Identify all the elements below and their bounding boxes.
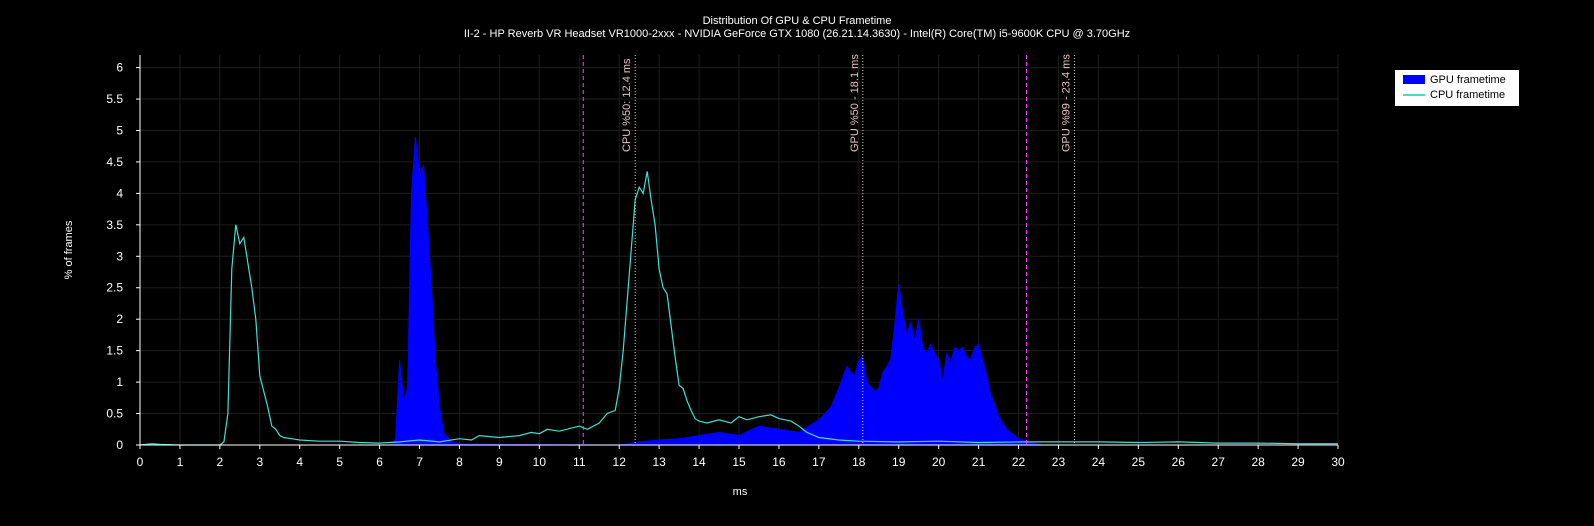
x-tick-label: 20 <box>932 455 946 469</box>
x-tick-label: 10 <box>533 455 547 469</box>
y-tick-label: 3 <box>116 249 123 263</box>
annotation-label: GPU %99 - 23.4 ms <box>1060 54 1072 152</box>
series-layer <box>139 136 1338 446</box>
x-tick-label: 27 <box>1212 455 1226 469</box>
y-tick-label: 1 <box>116 375 123 389</box>
x-tick-label: 4 <box>296 455 303 469</box>
y-tick-label: 6 <box>116 61 123 75</box>
y-tick-label: 3.5 <box>106 218 123 232</box>
y-tick-labels: 0 0.5 1 1.5 2 2.5 3 3.5 4 4.5 5 5.5 6 <box>106 61 140 452</box>
annotation-label: CPU %50: 12.4 ms <box>621 58 633 152</box>
y-tick-label: 2 <box>116 312 123 326</box>
x-tick-label: 1 <box>177 455 184 469</box>
y-axis-label: % of frames <box>63 220 75 279</box>
series-cpu-frametime-line <box>139 171 1338 446</box>
x-tick-label: 24 <box>1092 455 1106 469</box>
grid-lines <box>139 55 1339 446</box>
x-tick-label: 0 <box>137 455 144 469</box>
x-tick-label: 25 <box>1132 455 1146 469</box>
series-gpu-frametime-area <box>140 136 1338 446</box>
x-tick-label: 22 <box>1012 455 1026 469</box>
x-tick-label: 21 <box>972 455 986 469</box>
x-axis-label: ms <box>733 486 748 498</box>
x-tick-label: 13 <box>652 455 666 469</box>
y-tick-label: 5 <box>116 123 123 137</box>
x-tick-label: 5 <box>336 455 343 469</box>
x-tick-labels: 0 1 2 3 4 5 6 7 8 9 10 11 12 13 14 15 16 17 18 19 20 21 22 23 24… <box>137 445 1345 469</box>
y-tick-label: 1.5 <box>106 344 123 358</box>
x-tick-label: 2 <box>217 455 224 469</box>
x-tick-label: 18 <box>852 455 866 469</box>
x-tick-label: 11 <box>573 455 586 469</box>
x-tick-label: 7 <box>416 455 423 469</box>
x-tick-label: 8 <box>456 455 463 469</box>
x-tick-label: 15 <box>732 455 746 469</box>
legend-swatch-gpu <box>1403 75 1425 84</box>
x-tick-label: 6 <box>376 455 383 469</box>
legend-label-cpu: CPU frametime <box>1430 89 1505 101</box>
x-tick-label: 26 <box>1172 455 1186 469</box>
y-tick-label: 0 <box>116 438 123 452</box>
x-tick-label: 30 <box>1331 455 1345 469</box>
x-tick-label: 9 <box>496 455 503 469</box>
legend-label-gpu: GPU frametime <box>1430 74 1506 86</box>
y-tick-label: 2.5 <box>106 281 123 295</box>
chart-title: Distribution Of GPU & CPU Frametime <box>703 15 892 27</box>
x-tick-label: 28 <box>1251 455 1265 469</box>
legend: GPU frametime CPU frametime <box>1395 70 1519 106</box>
y-tick-label: 0.5 <box>106 407 123 421</box>
x-tick-label: 14 <box>692 455 706 469</box>
x-tick-label: 3 <box>256 455 263 469</box>
x-tick-label: 17 <box>812 455 826 469</box>
x-tick-label: 29 <box>1291 455 1305 469</box>
x-tick-label: 12 <box>613 455 627 469</box>
x-tick-label: 16 <box>772 455 786 469</box>
x-tick-label: 23 <box>1052 455 1066 469</box>
x-tick-label: 19 <box>892 455 906 469</box>
y-tick-label: 4.5 <box>106 155 123 169</box>
annotation-lines: CPU %50: 12.4 ms GPU %50 - 18.1 ms GPU %99… <box>582 54 1075 445</box>
chart-subtitle: II-2 - HP Reverb VR Headset VR1000-2xxx … <box>464 28 1130 40</box>
y-tick-label: 4 <box>116 186 123 200</box>
y-tick-label: 5.5 <box>106 92 123 106</box>
annotation-label: GPU %50 - 18.1 ms <box>849 54 861 152</box>
